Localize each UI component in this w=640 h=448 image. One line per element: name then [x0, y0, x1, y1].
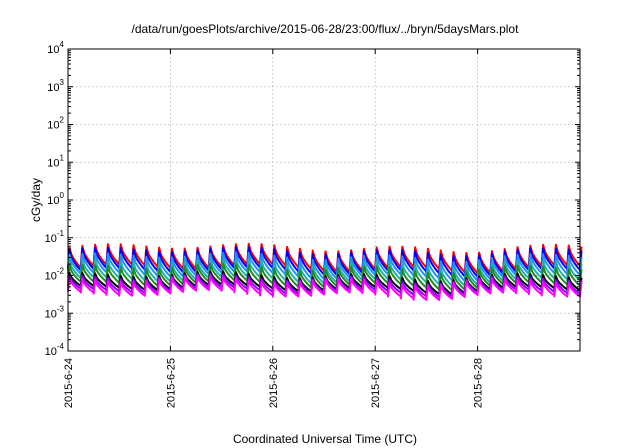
grid	[68, 49, 580, 351]
x-tick-label: 2015-6-24	[63, 358, 75, 408]
y-tick-label: 10-1	[45, 229, 65, 245]
series-group	[67, 242, 583, 301]
series-line	[67, 275, 583, 301]
y-tick-label: 10-4	[45, 342, 65, 358]
y-tick-label: 10-2	[45, 267, 65, 283]
y-tick-label: 104	[47, 40, 64, 56]
y-tick-label: 10-3	[45, 304, 65, 320]
y-axis-label: cGy/day	[29, 178, 43, 222]
y-tick-label: 100	[47, 191, 64, 207]
y-tick-label: 103	[47, 78, 64, 94]
x-tick-label: 2015-6-28	[473, 358, 485, 408]
x-tick-label: 2015-6-26	[268, 358, 280, 408]
y-tick-label: 101	[47, 153, 64, 169]
x-axis: 2015-6-24 2015-6-25 2015-6-26 2015-6-27 2015…	[63, 49, 485, 408]
y-axis: 10-4 10-3 10-2 10-1 100 101 102 103 104	[45, 40, 580, 358]
x-axis-label: Coordinated Universal Time (UTC)	[233, 432, 417, 446]
x-tick-label: 2015-6-27	[370, 358, 382, 408]
series-line	[67, 257, 583, 287]
chart-title: /data/run/goesPlots/archive/2015-06-28/2…	[132, 22, 520, 36]
x-tick-label: 2015-6-25	[165, 358, 177, 408]
series-line	[67, 246, 583, 278]
y-tick-label: 102	[47, 116, 64, 132]
